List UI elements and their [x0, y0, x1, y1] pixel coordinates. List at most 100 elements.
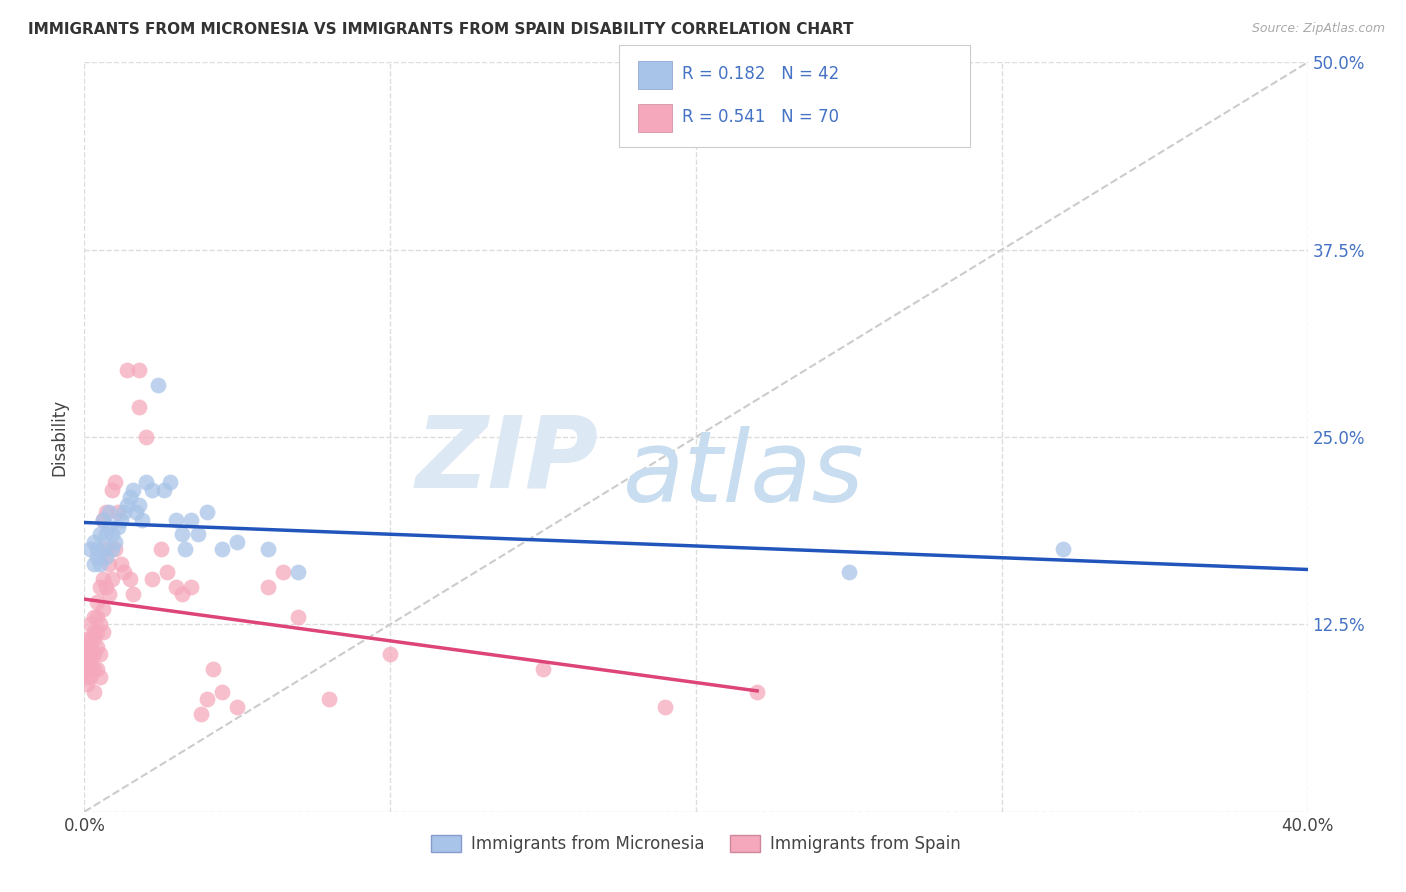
Point: [86, 640, 108, 654]
Point: [91, 542, 114, 557]
Point: [101, 573, 124, 587]
Point: [159, 475, 181, 489]
Text: IMMIGRANTS FROM MICRONESIA VS IMMIGRANTS FROM SPAIN DISABILITY CORRELATION CHART: IMMIGRANTS FROM MICRONESIA VS IMMIGRANTS…: [28, 22, 853, 37]
Point: [172, 587, 194, 601]
Point: [86, 595, 108, 609]
Point: [86, 624, 108, 639]
Point: [94, 527, 117, 541]
Point: [89, 527, 111, 541]
Point: [83, 610, 105, 624]
Point: [101, 483, 124, 497]
Point: [89, 580, 111, 594]
Point: [83, 685, 105, 699]
Point: [107, 520, 129, 534]
Point: [149, 542, 172, 557]
Point: [122, 483, 145, 497]
Point: [83, 648, 105, 662]
Point: [86, 549, 108, 564]
Point: [186, 527, 208, 541]
Point: [654, 699, 676, 714]
Point: [83, 632, 105, 647]
Point: [91, 512, 114, 526]
Point: [380, 648, 402, 662]
Point: [89, 670, 111, 684]
Point: [104, 475, 127, 489]
Point: [110, 512, 132, 526]
Point: [128, 362, 150, 376]
Point: [211, 542, 233, 557]
Point: [125, 505, 148, 519]
Point: [128, 498, 150, 512]
Point: [76, 632, 98, 647]
Text: ZIP: ZIP: [415, 411, 598, 508]
Point: [211, 685, 233, 699]
Point: [86, 542, 108, 557]
Point: [180, 512, 202, 526]
Point: [86, 610, 108, 624]
Point: [94, 505, 117, 519]
Point: [76, 677, 98, 691]
Point: [112, 505, 135, 519]
Point: [190, 707, 212, 722]
Point: [107, 505, 129, 519]
Point: [110, 558, 132, 572]
Point: [97, 587, 120, 601]
Point: [226, 699, 249, 714]
Point: [79, 655, 101, 669]
Point: [76, 662, 98, 676]
Point: [226, 535, 249, 549]
Point: [83, 662, 105, 676]
Point: [101, 527, 124, 541]
Point: [180, 580, 202, 594]
Text: R = 0.541   N = 70: R = 0.541 N = 70: [682, 109, 839, 127]
Point: [89, 617, 111, 632]
Point: [287, 610, 309, 624]
Point: [135, 430, 157, 444]
Point: [91, 602, 114, 616]
Point: [104, 542, 127, 557]
Point: [287, 565, 309, 579]
Point: [104, 535, 127, 549]
Point: [76, 655, 98, 669]
Point: [122, 587, 145, 601]
Point: [79, 670, 101, 684]
Point: [76, 648, 98, 662]
Point: [1052, 542, 1074, 557]
Point: [131, 512, 153, 526]
Point: [120, 490, 142, 504]
Point: [79, 662, 101, 676]
Point: [79, 632, 101, 647]
Point: [531, 662, 554, 676]
Point: [97, 505, 120, 519]
Point: [156, 565, 179, 579]
Point: [101, 542, 124, 557]
Point: [94, 580, 117, 594]
Point: [257, 542, 280, 557]
Point: [115, 498, 138, 512]
Point: [318, 692, 340, 706]
Point: [128, 400, 150, 414]
Text: R = 0.182   N = 42: R = 0.182 N = 42: [682, 65, 839, 83]
Legend: Immigrants from Micronesia, Immigrants from Spain: Immigrants from Micronesia, Immigrants f…: [425, 828, 967, 860]
Point: [89, 648, 111, 662]
Point: [97, 520, 120, 534]
Point: [112, 565, 135, 579]
Point: [838, 565, 860, 579]
Point: [79, 648, 101, 662]
Point: [174, 542, 197, 557]
Point: [89, 558, 111, 572]
Point: [79, 617, 101, 632]
Point: [91, 573, 114, 587]
Point: [83, 624, 105, 639]
Point: [165, 512, 187, 526]
Point: [79, 542, 101, 557]
Text: Source: ZipAtlas.com: Source: ZipAtlas.com: [1251, 22, 1385, 36]
Point: [747, 685, 769, 699]
Text: atlas: atlas: [623, 426, 865, 523]
Point: [115, 362, 138, 376]
Point: [135, 475, 157, 489]
Point: [79, 640, 101, 654]
Point: [91, 512, 114, 526]
Point: [257, 580, 280, 594]
Point: [76, 640, 98, 654]
